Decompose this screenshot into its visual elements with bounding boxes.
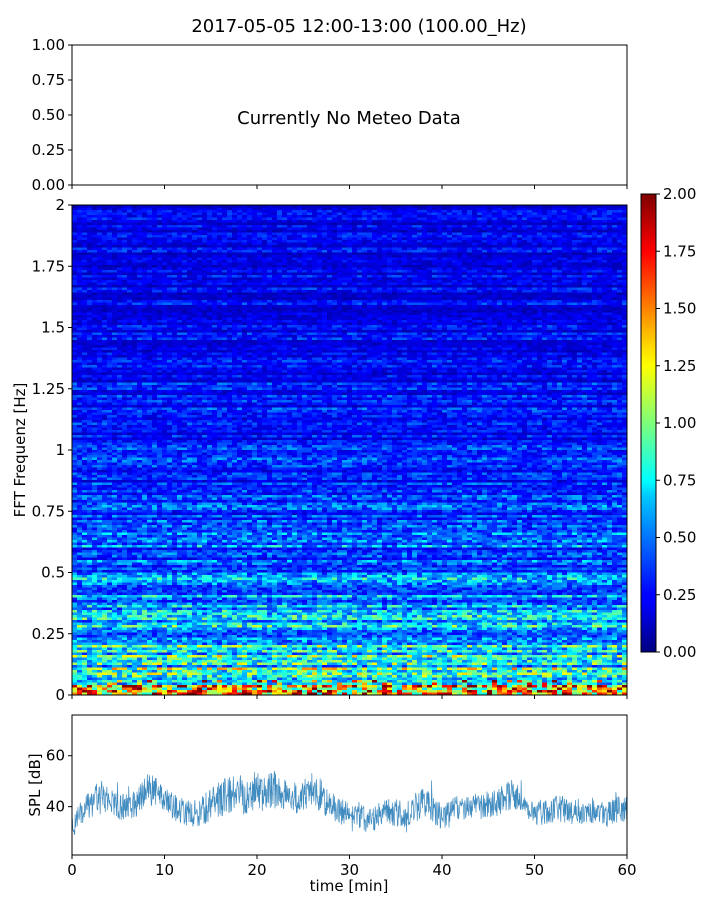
colorbar-tick-label: 2.00: [663, 185, 696, 203]
colorbar-tick-label: 0.75: [663, 471, 696, 489]
spectrogram-y-tick-label: 1.25: [32, 380, 65, 398]
spl-panel: 40 60 0 10 20 30 40 50 60 SPL [dB] time [min]: [26, 714, 637, 895]
meteo-y-ticks: 0.00 0.25 0.50 0.75 1.00: [32, 36, 72, 194]
spectrogram-y-tick-label: 1: [55, 441, 65, 459]
colorbar-tick-label: 0.25: [663, 586, 696, 604]
spl-y-tick-label: 40: [46, 798, 65, 816]
spectrogram-y-ticks: 0 0.25 0.5 0.75 1 1.25 1.5 1.75 2: [32, 196, 72, 704]
meteo-y-tick-label: 1.00: [32, 36, 65, 54]
spl-x-ticks: 0 10 20 30 40 50 60: [67, 855, 637, 879]
spectrogram-y-tick-label: 0.25: [32, 625, 65, 643]
colorbar-tick-label: 0.00: [663, 643, 696, 661]
spectrogram-y-label: FFT Frequenz [Hz]: [11, 383, 29, 518]
meteo-annotation: Currently No Meteo Data: [237, 108, 461, 129]
spl-y-ticks: 40 60: [46, 747, 72, 816]
spl-line: [72, 771, 627, 835]
colorbar-ticks: 0.00 0.25 0.50 0.75 1.00 1.25 1.50 1.75 2.00: [656, 185, 696, 661]
spl-x-tick-label: 20: [247, 861, 266, 879]
spectrogram-y-tick-label: 0.75: [32, 502, 65, 520]
spectrogram-y-tick-label: 0: [55, 686, 65, 704]
colorbar-tick-label: 1.00: [663, 414, 696, 432]
meteo-panel: 0.00 0.25 0.50 0.75 1.00 Currently No Meteo …: [32, 36, 628, 194]
spectrogram-panel: 0 0.25 0.5 0.75 1 1.25 1.5 1.75 2 FFT Frequenz […: [11, 196, 628, 704]
spectrogram-y-tick-label: 2: [55, 196, 65, 214]
meteo-y-tick-label: 0.50: [32, 106, 65, 124]
spl-x-tick-label: 50: [525, 861, 544, 879]
spectrogram-y-tick-label: 0.5: [41, 564, 65, 582]
spl-x-label: time [min]: [310, 877, 389, 895]
spl-y-tick-label: 60: [46, 747, 65, 765]
meteo-y-tick-label: 0.00: [32, 176, 65, 194]
colorbar-gradient: [640, 193, 657, 653]
spl-series: [72, 771, 627, 835]
spl-y-label: SPL [dB]: [26, 753, 44, 816]
spectrogram-x-ticks: [71, 695, 628, 699]
colorbar-tick-label: 1.50: [663, 300, 696, 318]
spectrogram-canvas-wrapper: [72, 205, 627, 695]
spl-x-tick-label: 0: [67, 861, 77, 879]
colorbar-tick-label: 0.50: [663, 529, 696, 547]
spl-x-tick-label: 60: [617, 861, 636, 879]
spectrogram-y-tick-label: 1.75: [32, 257, 65, 275]
spl-x-tick-label: 10: [155, 861, 174, 879]
colorbar: 0.00 0.25 0.50 0.75 1.00 1.25 1.50 1.75 2.00: [640, 185, 696, 661]
meteo-x-ticks: [71, 185, 628, 189]
meteo-y-tick-label: 0.75: [32, 71, 65, 89]
figure-title: 2017-05-05 12:00-13:00 (100.00_Hz): [191, 16, 526, 37]
spl-x-tick-label: 30: [340, 861, 359, 879]
meteo-y-tick-label: 0.25: [32, 141, 65, 159]
spectrogram-heatmap: [72, 205, 627, 695]
colorbar-tick-label: 1.75: [663, 242, 696, 260]
colorbar-tick-label: 1.25: [663, 357, 696, 375]
spl-x-tick-label: 40: [432, 861, 451, 879]
spectrogram-y-tick-label: 1.5: [41, 319, 65, 337]
